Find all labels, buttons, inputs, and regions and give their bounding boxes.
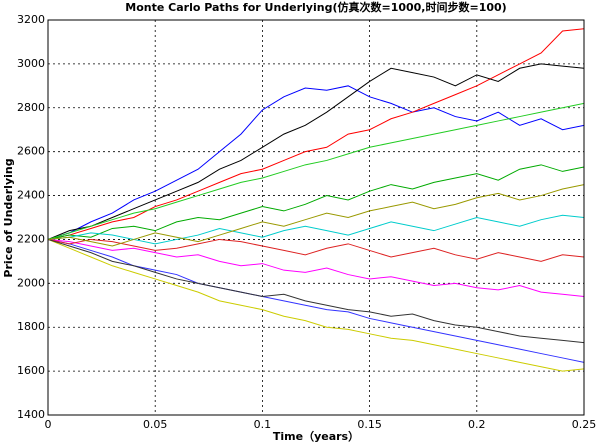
- y-tick-label: 2800: [17, 101, 45, 114]
- path-line: [47, 238, 585, 262]
- x-tick-label: 0.2: [468, 418, 486, 431]
- path-line: [47, 184, 585, 247]
- y-tick-label: 2400: [17, 189, 45, 202]
- path-line: [47, 238, 585, 297]
- plot-area: [48, 20, 584, 415]
- y-tick-label: 1600: [17, 364, 45, 377]
- path-line: [47, 28, 585, 240]
- x-tick-label: 0.25: [572, 418, 597, 431]
- path-line: [47, 102, 585, 240]
- x-tick-label: 0.05: [143, 418, 168, 431]
- y-tick-label: 2200: [17, 232, 45, 245]
- y-tick-label: 3200: [17, 13, 45, 26]
- path-line: [47, 214, 585, 245]
- y-tick-label: 2000: [17, 276, 45, 289]
- path-line: [47, 238, 585, 372]
- path-line: [47, 164, 585, 240]
- y-axis-label: Price of Underlying: [2, 158, 15, 277]
- y-tick-label: 3000: [17, 57, 45, 70]
- plot-border: [47, 19, 585, 416]
- x-tick-label: 0: [45, 418, 52, 431]
- y-tick-label: 2600: [17, 145, 45, 158]
- path-line: [47, 85, 585, 240]
- x-tick-label: 0.15: [357, 418, 382, 431]
- path-line: [47, 63, 585, 240]
- path-line: [47, 238, 585, 344]
- chart-title: Monte Carlo Paths for Underlying(仿真次数=10…: [125, 0, 506, 14]
- x-tick-label: 0.1: [254, 418, 272, 431]
- x-axis-label: Time（years）: [273, 430, 359, 443]
- y-tick-label: 1800: [17, 320, 45, 333]
- y-tick-label: 1400: [17, 408, 45, 421]
